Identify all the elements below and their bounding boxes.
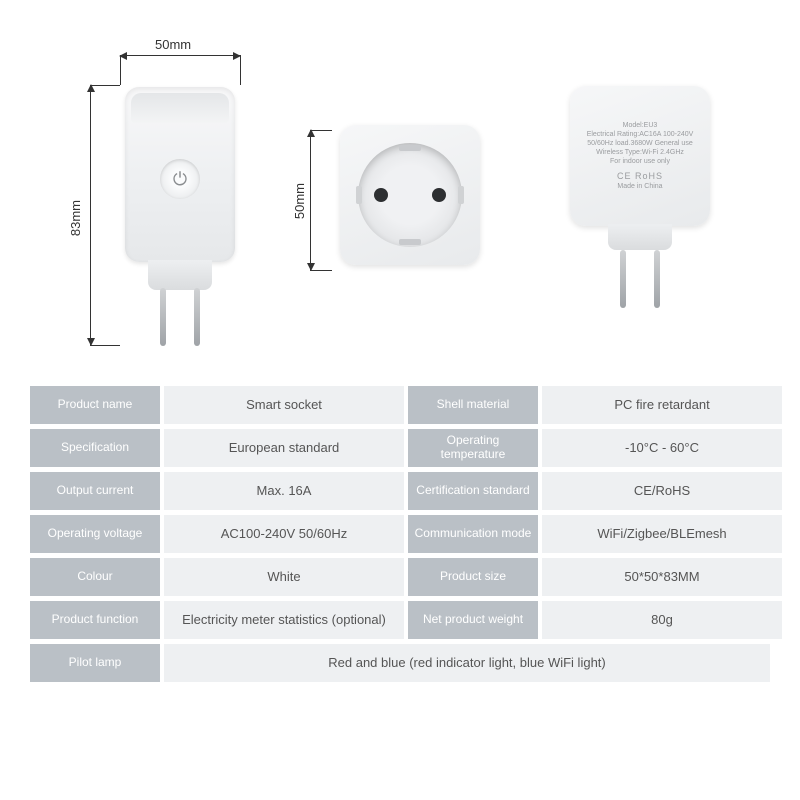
spec-table: Product nameSmart socketShell materialPC… <box>0 380 800 800</box>
back-wifi: Wireless Type:Wi-Fi 2.4GHz <box>596 149 684 156</box>
dim-height-label: 83mm <box>68 200 83 236</box>
dim-front-line <box>310 130 311 270</box>
spec-label: Colour <box>30 558 160 596</box>
back-certs: CE RoHS <box>617 171 663 181</box>
back-view: Model:EU3 Electrical Rating:AC16A 100-24… <box>540 35 740 355</box>
socket-well <box>358 143 462 247</box>
spec-value: Red and blue (red indicator light, blue … <box>164 644 770 682</box>
spec-row: Output currentMax. 16ACertification stan… <box>30 472 770 510</box>
spec-value: European standard <box>164 429 404 467</box>
spec-label: Product size <box>408 558 538 596</box>
back-prongs <box>608 250 672 305</box>
back-model: Model:EU3 <box>623 122 658 129</box>
back-made: Made in China <box>617 183 662 190</box>
spec-label: Certification standard <box>408 472 538 510</box>
spec-row-pilot: Pilot lampRed and blue (red indicator li… <box>30 644 770 682</box>
pin-hole-left <box>374 188 388 202</box>
spec-label: Communication mode <box>408 515 538 553</box>
spec-value: AC100-240V 50/60Hz <box>164 515 404 553</box>
spec-label: Specification <box>30 429 160 467</box>
spec-value: 80g <box>542 601 782 639</box>
spec-row: SpecificationEuropean standardOperating … <box>30 429 770 467</box>
plug-body-side: ⏻ <box>125 87 235 262</box>
spec-value: Smart socket <box>164 386 404 424</box>
spec-value: CE/RoHS <box>542 472 782 510</box>
notch-left <box>356 186 362 204</box>
spec-value: -10°C - 60°C <box>542 429 782 467</box>
spec-value: Max. 16A <box>164 472 404 510</box>
spec-label: Operating voltage <box>30 515 160 553</box>
spec-value: PC fire retardant <box>542 386 782 424</box>
spec-label: Pilot lamp <box>30 644 160 682</box>
spec-row: Operating voltageAC100-240V 50/60HzCommu… <box>30 515 770 553</box>
back-freq: 50/60Hz load.3680W General use <box>587 140 692 147</box>
spec-label: Product function <box>30 601 160 639</box>
plug-body-back: Model:EU3 Electrical Rating:AC16A 100-24… <box>570 86 710 226</box>
spec-label: Shell material <box>408 386 538 424</box>
dim-width-label: 50mm <box>155 37 191 52</box>
back-indoor: For indoor use only <box>610 158 670 165</box>
ground-clip-top <box>399 145 421 151</box>
spec-row: Product nameSmart socketShell materialPC… <box>30 386 770 424</box>
side-view: 50mm 83mm ⏻ <box>60 35 260 355</box>
dim-width-line <box>120 55 240 56</box>
dim-front-label: 50mm <box>292 183 307 219</box>
spec-row: Product functionElectricity meter statis… <box>30 601 770 639</box>
prong-right <box>194 288 200 346</box>
spec-value: 50*50*83MM <box>542 558 782 596</box>
back-rating: Electrical Rating:AC16A 100-240V <box>587 131 694 138</box>
spec-value: WiFi/Zigbee/BLEmesh <box>542 515 782 553</box>
ground-clip-bottom <box>399 239 421 245</box>
power-icon: ⏻ <box>160 159 200 199</box>
spec-label: Output current <box>30 472 160 510</box>
spec-value: Electricity meter statistics (optional) <box>164 601 404 639</box>
spec-label: Net product weight <box>408 601 538 639</box>
plug-body-front <box>340 125 480 265</box>
notch-right <box>458 186 464 204</box>
spec-label: Product name <box>30 386 160 424</box>
prong-left <box>160 288 166 346</box>
pin-hole-right <box>432 188 446 202</box>
spec-label: Operating temperature <box>408 429 538 467</box>
dim-height-line <box>90 85 91 345</box>
product-views: 50mm 83mm ⏻ 50mm Mo <box>0 0 800 380</box>
front-view: 50mm <box>300 35 500 355</box>
plug-base <box>148 260 212 290</box>
spec-value: White <box>164 558 404 596</box>
spec-row: ColourWhiteProduct size50*50*83MM <box>30 558 770 596</box>
back-base <box>608 224 672 250</box>
